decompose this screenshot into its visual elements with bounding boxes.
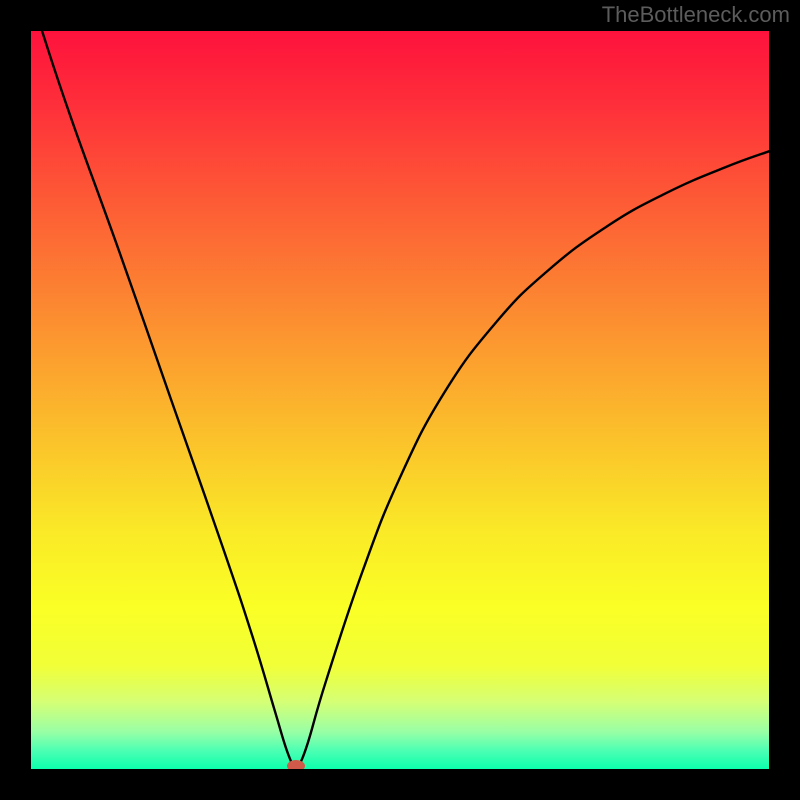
optimum-marker <box>287 760 305 769</box>
bottleneck-curve <box>31 31 769 769</box>
plot-area <box>31 31 769 769</box>
watermark-text: TheBottleneck.com <box>602 2 790 28</box>
chart-container: TheBottleneck.com <box>0 0 800 800</box>
